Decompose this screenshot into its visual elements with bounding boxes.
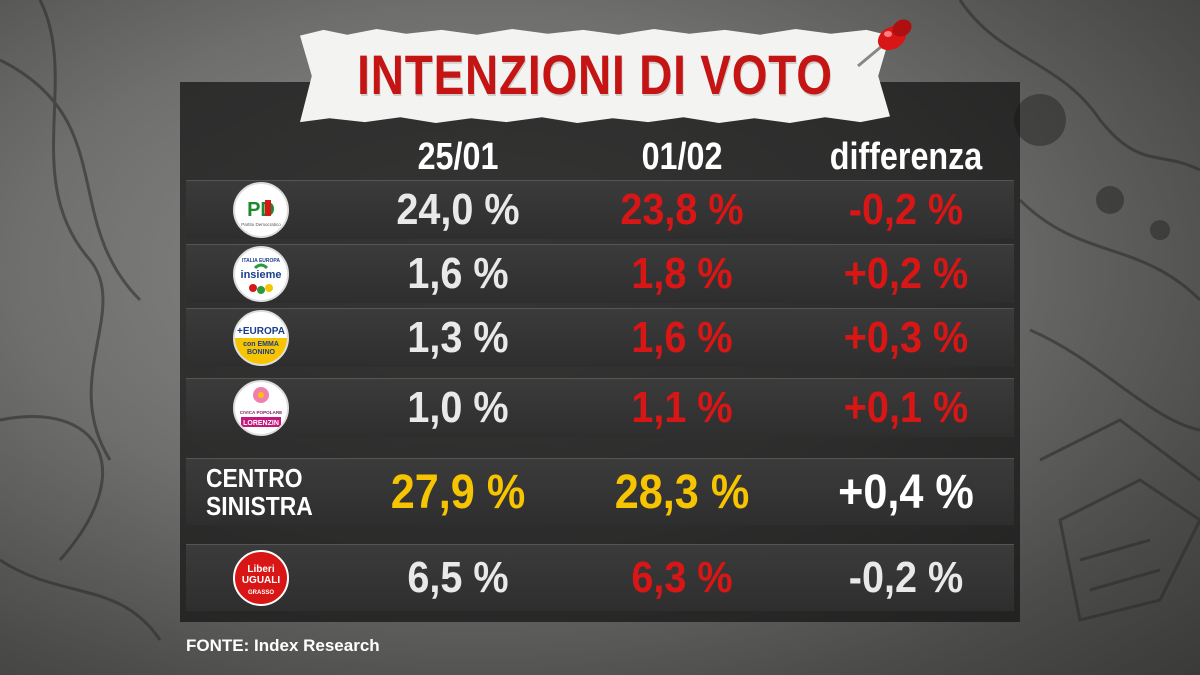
source-note: FONTE: Index Research <box>186 636 380 655</box>
column-header-25-01: 25/01 <box>417 136 499 178</box>
insieme-01-02-value: 1,8 % <box>631 249 733 298</box>
leu-logo-text2: UGUALI <box>242 575 281 586</box>
liberi-uguali-01-02-value: 6,3 % <box>631 553 733 602</box>
liberi-uguali-differenza-value: -0,2 % <box>848 553 964 602</box>
civica-logo-text: CIVICA POPOLARE <box>240 410 282 415</box>
piu-europa-logo-sub2: BONINO <box>247 349 276 356</box>
centro-label-line1: CENTRO <box>206 463 303 493</box>
centro-sinistra-differenza-value: +0,4 % <box>838 465 974 519</box>
partito-democratico-logo: PD Partito Democratico <box>233 182 289 238</box>
piu-europa-logo-text: +EUROPA <box>237 326 285 337</box>
civica-popolare-logo: CIVICA POPOLARE LORENZIN <box>233 380 289 436</box>
piu-europa-25-01-value: 1,3 % <box>407 313 509 362</box>
insieme-differenza-value: +0,2 % <box>843 249 969 298</box>
table-row-liberi-uguali: Liberi UGUALI GRASSO 6,5 % 6,3 % -0,2 % <box>186 544 1014 611</box>
table-row-centro-sinistra: CENTRO SINISTRA 27,9 % 28,3 % +0,4 % <box>186 458 1014 525</box>
column-header-01-02: 01/02 <box>641 136 723 178</box>
table-row-insieme: ITALIA EUROPA insieme 1,6 % 1,8 % +0,2 % <box>186 244 1014 303</box>
pd-01-02-value: 23,8 % <box>620 185 744 234</box>
push-pin-icon <box>857 19 912 68</box>
piu-europa-differenza-value: +0,3 % <box>843 313 969 362</box>
table-row-civica-popolare: CIVICA POPOLARE LORENZIN 1,0 % 1,1 % +0,… <box>186 378 1014 437</box>
civica-logo-sub: LORENZIN <box>243 420 279 427</box>
leu-logo-text1: Liberi <box>247 564 274 575</box>
piu-europa-logo: +EUROPA con EMMA BONINO <box>233 310 289 366</box>
insieme-logo-top: ITALIA EUROPA <box>242 258 280 264</box>
column-header-differenza: differenza <box>829 136 983 178</box>
insieme-logo: ITALIA EUROPA insieme <box>233 246 289 302</box>
civica-01-02-value: 1,1 % <box>631 383 733 432</box>
piu-europa-logo-sub1: con EMMA <box>243 341 279 348</box>
centro-sinistra-01-02-value: 28,3 % <box>614 465 750 519</box>
title-paper <box>300 28 890 124</box>
pd-25-01-value: 24,0 % <box>396 185 520 234</box>
column-headers: 25/01 01/02 differenza <box>180 136 1020 178</box>
table-row-pd: PD Partito Democratico 24,0 % 23,8 % -0,… <box>186 180 1014 239</box>
civica-differenza-value: +0,1 % <box>843 383 969 432</box>
centro-sinistra-label: CENTRO SINISTRA <box>206 459 313 525</box>
piu-europa-01-02-value: 1,6 % <box>631 313 733 362</box>
centro-sinistra-25-01-value: 27,9 % <box>390 465 526 519</box>
pd-logo-subtext: Partito Democratico <box>241 222 281 227</box>
civica-25-01-value: 1,0 % <box>407 383 509 432</box>
page-title: INTENZIONI DI VOTO <box>357 43 833 106</box>
insieme-logo-text: insieme <box>241 269 282 281</box>
liberi-uguali-25-01-value: 6,5 % <box>407 553 509 602</box>
insieme-25-01-value: 1,6 % <box>407 249 509 298</box>
table-row-piu-europa: +EUROPA con EMMA BONINO 1,3 % 1,6 % +0,3… <box>186 308 1014 367</box>
centro-label-line2: SINISTRA <box>206 491 313 521</box>
liberi-uguali-logo: Liberi UGUALI GRASSO <box>233 550 289 606</box>
pd-differenza-value: -0,2 % <box>848 185 964 234</box>
leu-logo-text3: GRASSO <box>248 590 274 596</box>
